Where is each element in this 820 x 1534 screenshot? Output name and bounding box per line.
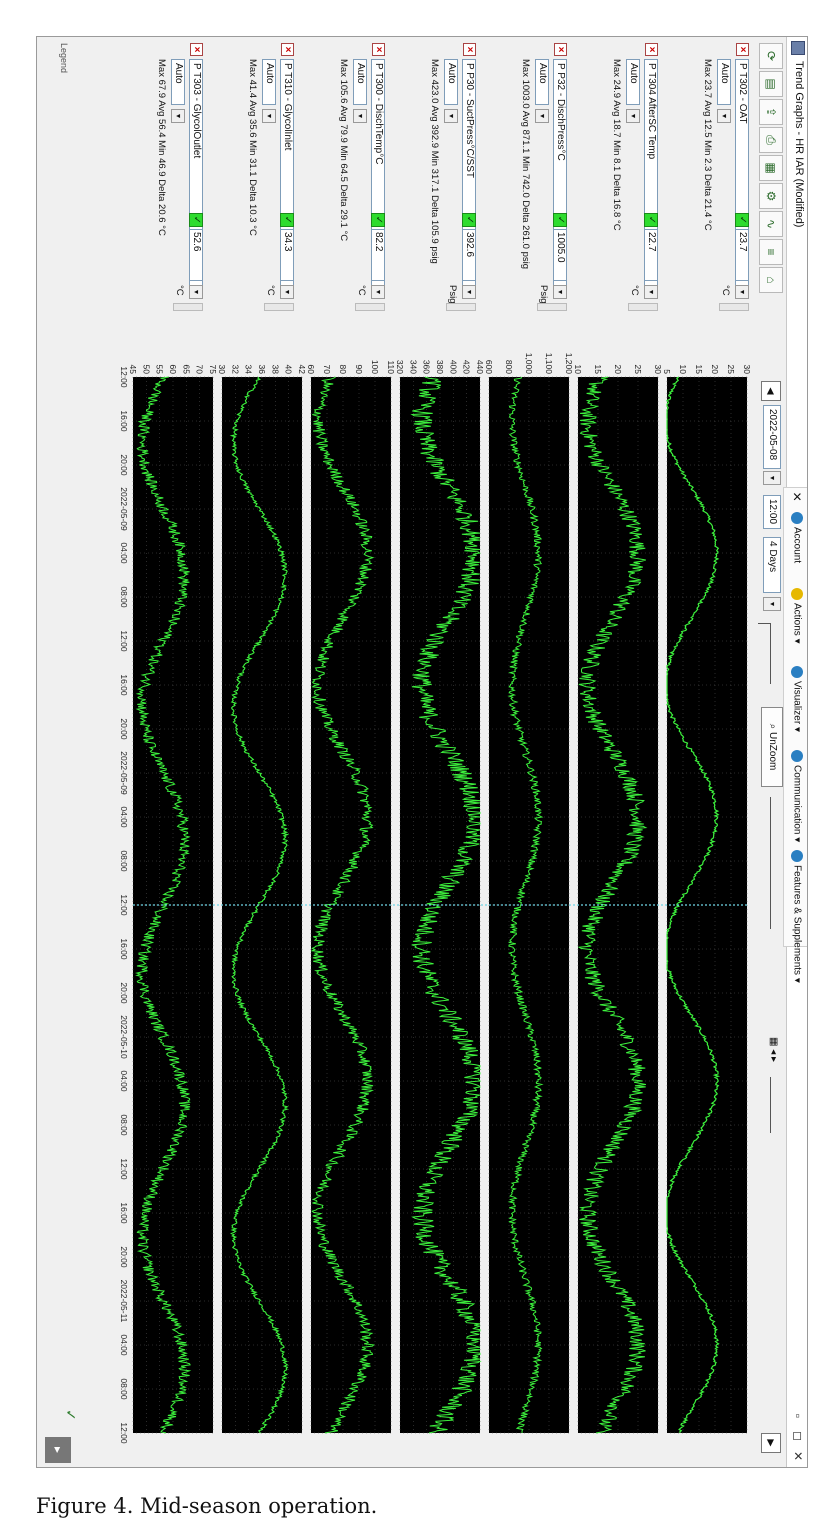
trend-chart[interactable]: 5 10 15 20 25 30 10 15 20 25 30 600 800 1,000 1,100 1,2… [37, 37, 808, 1468]
series-line[interactable] [577, 376, 648, 1434]
x-tick-label: 2022-05-11 [119, 1280, 129, 1323]
y-tick-label: 100 [370, 360, 380, 374]
y-tick-label: 25 [633, 365, 643, 375]
y-tick-label: 30 [217, 365, 227, 375]
series-line[interactable] [310, 376, 375, 1434]
x-tick-label: 2022-05-09 [119, 751, 129, 795]
x-tick-label: 08:00 [119, 1114, 129, 1136]
y-tick-label: 800 [504, 360, 514, 374]
y-tick-label: 36 [257, 365, 267, 375]
y-tick-label: 380 [435, 360, 445, 374]
rotated-screen: Trend Graphs - HR IAR (Modified) ▫ ◻ ✕ ×… [37, 37, 808, 1468]
y-tick-label: 440 [475, 360, 485, 374]
y-tick-label: 70 [322, 365, 332, 375]
checkmark-icon[interactable]: ✓ [63, 1409, 79, 1421]
x-tick-label: 20:00 [119, 1246, 129, 1268]
expand-panel-icon[interactable]: ▸ [45, 1437, 71, 1463]
x-tick-label: 08:00 [119, 586, 129, 608]
y-tick-label: 10 [678, 365, 688, 375]
x-tick-label: 12:00 [119, 1422, 129, 1444]
series-line[interactable] [507, 376, 544, 1434]
y-tick-label: 90 [354, 365, 364, 375]
y-tick-label: 60 [306, 365, 316, 375]
y-tick-label: 600 [484, 360, 494, 374]
x-tick-label: 04:00 [119, 1334, 129, 1356]
y-tick-label: 360 [422, 360, 432, 374]
y-tick-label: 50 [141, 365, 151, 375]
y-tick-label: 70 [195, 365, 205, 375]
x-tick-label: 16:00 [119, 1202, 129, 1224]
y-tick-label: 75 [208, 365, 218, 375]
y-tick-label: 420 [462, 360, 472, 374]
y-tick-label: 320 [395, 360, 405, 374]
x-tick-label: 20:00 [119, 718, 129, 740]
x-tick-label: 04:00 [119, 806, 129, 828]
series-line[interactable] [666, 376, 721, 1434]
series-line[interactable] [134, 376, 192, 1434]
y-tick-label: 110 [386, 360, 396, 374]
x-tick-label: 08:00 [119, 850, 129, 872]
x-tick-label: 2022-05-10 [119, 1015, 129, 1059]
y-tick-label: 32 [230, 365, 240, 375]
x-tick-label: 12:00 [119, 894, 129, 916]
y-tick-label: 5 [662, 369, 672, 374]
trend-window: Trend Graphs - HR IAR (Modified) ▫ ◻ ✕ ×… [36, 36, 808, 1468]
y-tick-label: 400 [448, 360, 458, 374]
y-tick-label: 340 [408, 360, 418, 374]
y-tick-label: 25 [726, 365, 736, 375]
x-tick-label: 12:00 [119, 630, 129, 652]
y-tick-label: 1,100 [544, 353, 554, 375]
y-tick-label: 34 [244, 365, 254, 375]
x-tick-label: 12:00 [119, 1158, 129, 1180]
y-tick-label: 30 [653, 365, 663, 375]
x-tick-label: 16:00 [119, 938, 129, 960]
y-tick-label: 38 [270, 365, 280, 375]
y-tick-label: 60 [168, 365, 178, 375]
x-tick-label: 04:00 [119, 1070, 129, 1092]
y-tick-label: 20 [710, 365, 720, 375]
y-tick-label: 1,200 [564, 353, 574, 375]
y-tick-label: 1,000 [524, 353, 534, 375]
y-tick-label: 30 [742, 365, 752, 375]
y-tick-label: 80 [338, 365, 348, 375]
y-tick-label: 42 [297, 365, 307, 375]
y-tick-label: 55 [155, 365, 165, 375]
figure-caption: Figure 4. Mid-season operation. [36, 1494, 378, 1518]
y-tick-label: 10 [573, 365, 583, 375]
y-tick-label: 20 [613, 365, 623, 375]
x-tick-label: 20:00 [119, 454, 129, 476]
x-tick-label: 16:00 [119, 410, 129, 432]
x-tick-label: 04:00 [119, 542, 129, 564]
y-tick-label: 40 [284, 365, 294, 375]
x-tick-label: 08:00 [119, 1378, 129, 1400]
x-tick-label: 2022-05-09 [119, 487, 129, 531]
y-tick-label: 15 [694, 365, 704, 375]
y-tick-label: 45 [128, 365, 138, 375]
x-tick-label: 20:00 [119, 982, 129, 1004]
y-tick-label: 65 [181, 365, 191, 375]
x-tick-label: 16:00 [119, 674, 129, 696]
x-tick-label: 12:00 [119, 366, 129, 388]
y-tick-label: 15 [593, 365, 603, 375]
